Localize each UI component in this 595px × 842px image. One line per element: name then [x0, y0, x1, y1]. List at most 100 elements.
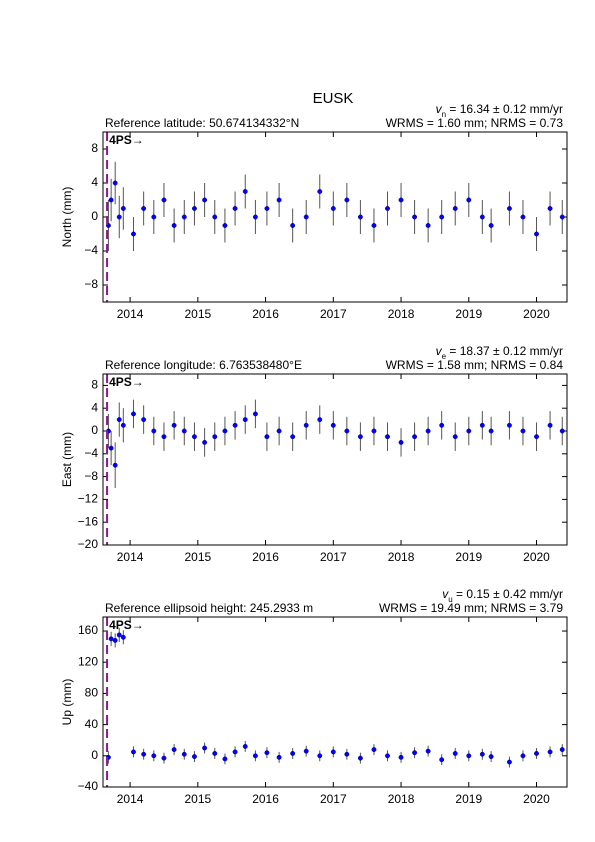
data-point — [222, 428, 228, 434]
event-label: 4PS→ — [109, 618, 144, 632]
data-point — [547, 206, 553, 211]
data-point — [534, 751, 539, 756]
rate-symbol: v — [436, 344, 443, 358]
data-point — [232, 749, 238, 755]
rate-symbol: v — [436, 102, 443, 116]
y-tick-label: −8 — [84, 277, 98, 291]
data-point — [547, 749, 553, 755]
data-point — [212, 434, 218, 440]
data-point — [559, 747, 565, 753]
y-tick-label: −12 — [78, 492, 99, 506]
y-tick-label: 0 — [91, 423, 98, 437]
x-tick-label: 2020 — [523, 792, 550, 806]
data-point — [171, 422, 177, 428]
y-tick-label: 120 — [78, 654, 98, 668]
data-point — [371, 223, 377, 228]
data-point — [385, 753, 390, 759]
data-point — [242, 189, 248, 194]
rate-subscript: u — [448, 595, 452, 604]
data-point — [452, 206, 458, 211]
data-point — [171, 747, 177, 753]
data-point — [108, 197, 114, 203]
data-point — [108, 636, 114, 642]
data-point — [191, 754, 197, 760]
rate-label: vu = 0.15 ± 0.42 mm/yr — [442, 587, 563, 603]
data-point — [276, 428, 282, 434]
data-point — [112, 180, 118, 186]
data-point — [344, 197, 350, 203]
data-point — [412, 214, 418, 220]
data-point — [252, 214, 258, 220]
data-point — [479, 214, 485, 220]
x-tick-label: 2020 — [523, 307, 550, 321]
data-point — [222, 223, 228, 228]
data-point — [151, 428, 157, 434]
data-point — [303, 214, 309, 220]
data-point — [425, 428, 431, 434]
data-point — [141, 751, 147, 757]
x-tick-label: 2019 — [455, 307, 482, 321]
rate-text: = 16.34 ± 0.12 mm/yr — [446, 102, 563, 116]
data-point — [385, 434, 390, 440]
y-tick-label: −16 — [78, 514, 99, 528]
data-point — [398, 439, 404, 445]
data-point — [330, 422, 336, 428]
y-tick-label: 40 — [85, 717, 99, 731]
rate-text: = 18.37 ± 0.12 mm/yr — [446, 344, 563, 358]
data-point — [151, 753, 157, 759]
data-point — [242, 743, 248, 749]
data-point — [112, 637, 118, 643]
data-point — [547, 422, 553, 428]
data-point — [398, 197, 404, 203]
stats-label: WRMS = 1.58 mm; NRMS = 0.84 — [386, 358, 564, 372]
reference-label: Reference latitude: 50.674134332°N — [105, 116, 299, 130]
rate-subscript: n — [442, 110, 446, 119]
data-point — [252, 753, 258, 759]
x-tick-label: 2019 — [455, 550, 482, 564]
data-point — [520, 753, 526, 759]
stats-label: WRMS = 1.60 mm; NRMS = 0.73 — [386, 116, 564, 130]
data-point — [120, 634, 126, 640]
data-point — [151, 214, 157, 220]
y-tick-label: 4 — [91, 400, 98, 414]
data-point — [120, 206, 126, 211]
data-point — [276, 754, 282, 760]
data-point — [290, 434, 296, 440]
data-point — [534, 434, 539, 440]
data-point — [452, 751, 458, 756]
x-tick-label: 2020 — [523, 550, 550, 564]
data-point — [108, 445, 114, 451]
y-tick-label: −40 — [78, 779, 99, 793]
data-point — [559, 214, 565, 220]
data-point — [171, 223, 177, 228]
rate-text: = 0.15 ± 0.42 mm/yr — [453, 587, 563, 601]
data-point — [181, 751, 187, 757]
data-point — [264, 206, 270, 211]
data-point — [303, 422, 309, 428]
event-label: 4PS→ — [109, 133, 144, 147]
y-axis-label: East (mm) — [60, 432, 74, 487]
figure-title: EUSK — [313, 90, 354, 107]
data-point — [317, 189, 323, 194]
x-tick-label: 2018 — [388, 307, 415, 321]
data-point — [439, 757, 445, 763]
data-point — [120, 422, 126, 428]
data-point — [330, 749, 336, 755]
y-tick-label: −4 — [84, 446, 98, 460]
data-point — [141, 417, 147, 423]
data-point — [252, 411, 258, 417]
data-point — [191, 206, 197, 211]
data-point — [191, 434, 197, 440]
data-point — [202, 197, 208, 203]
y-tick-label: 8 — [91, 378, 98, 392]
data-point — [371, 428, 377, 434]
data-point — [303, 748, 309, 754]
y-tick-label: −4 — [84, 243, 98, 257]
data-point — [439, 214, 445, 220]
rate-label: vn = 16.34 ± 0.12 mm/yr — [436, 102, 563, 118]
data-point — [232, 206, 238, 211]
data-point — [466, 428, 472, 434]
data-point — [330, 206, 336, 211]
